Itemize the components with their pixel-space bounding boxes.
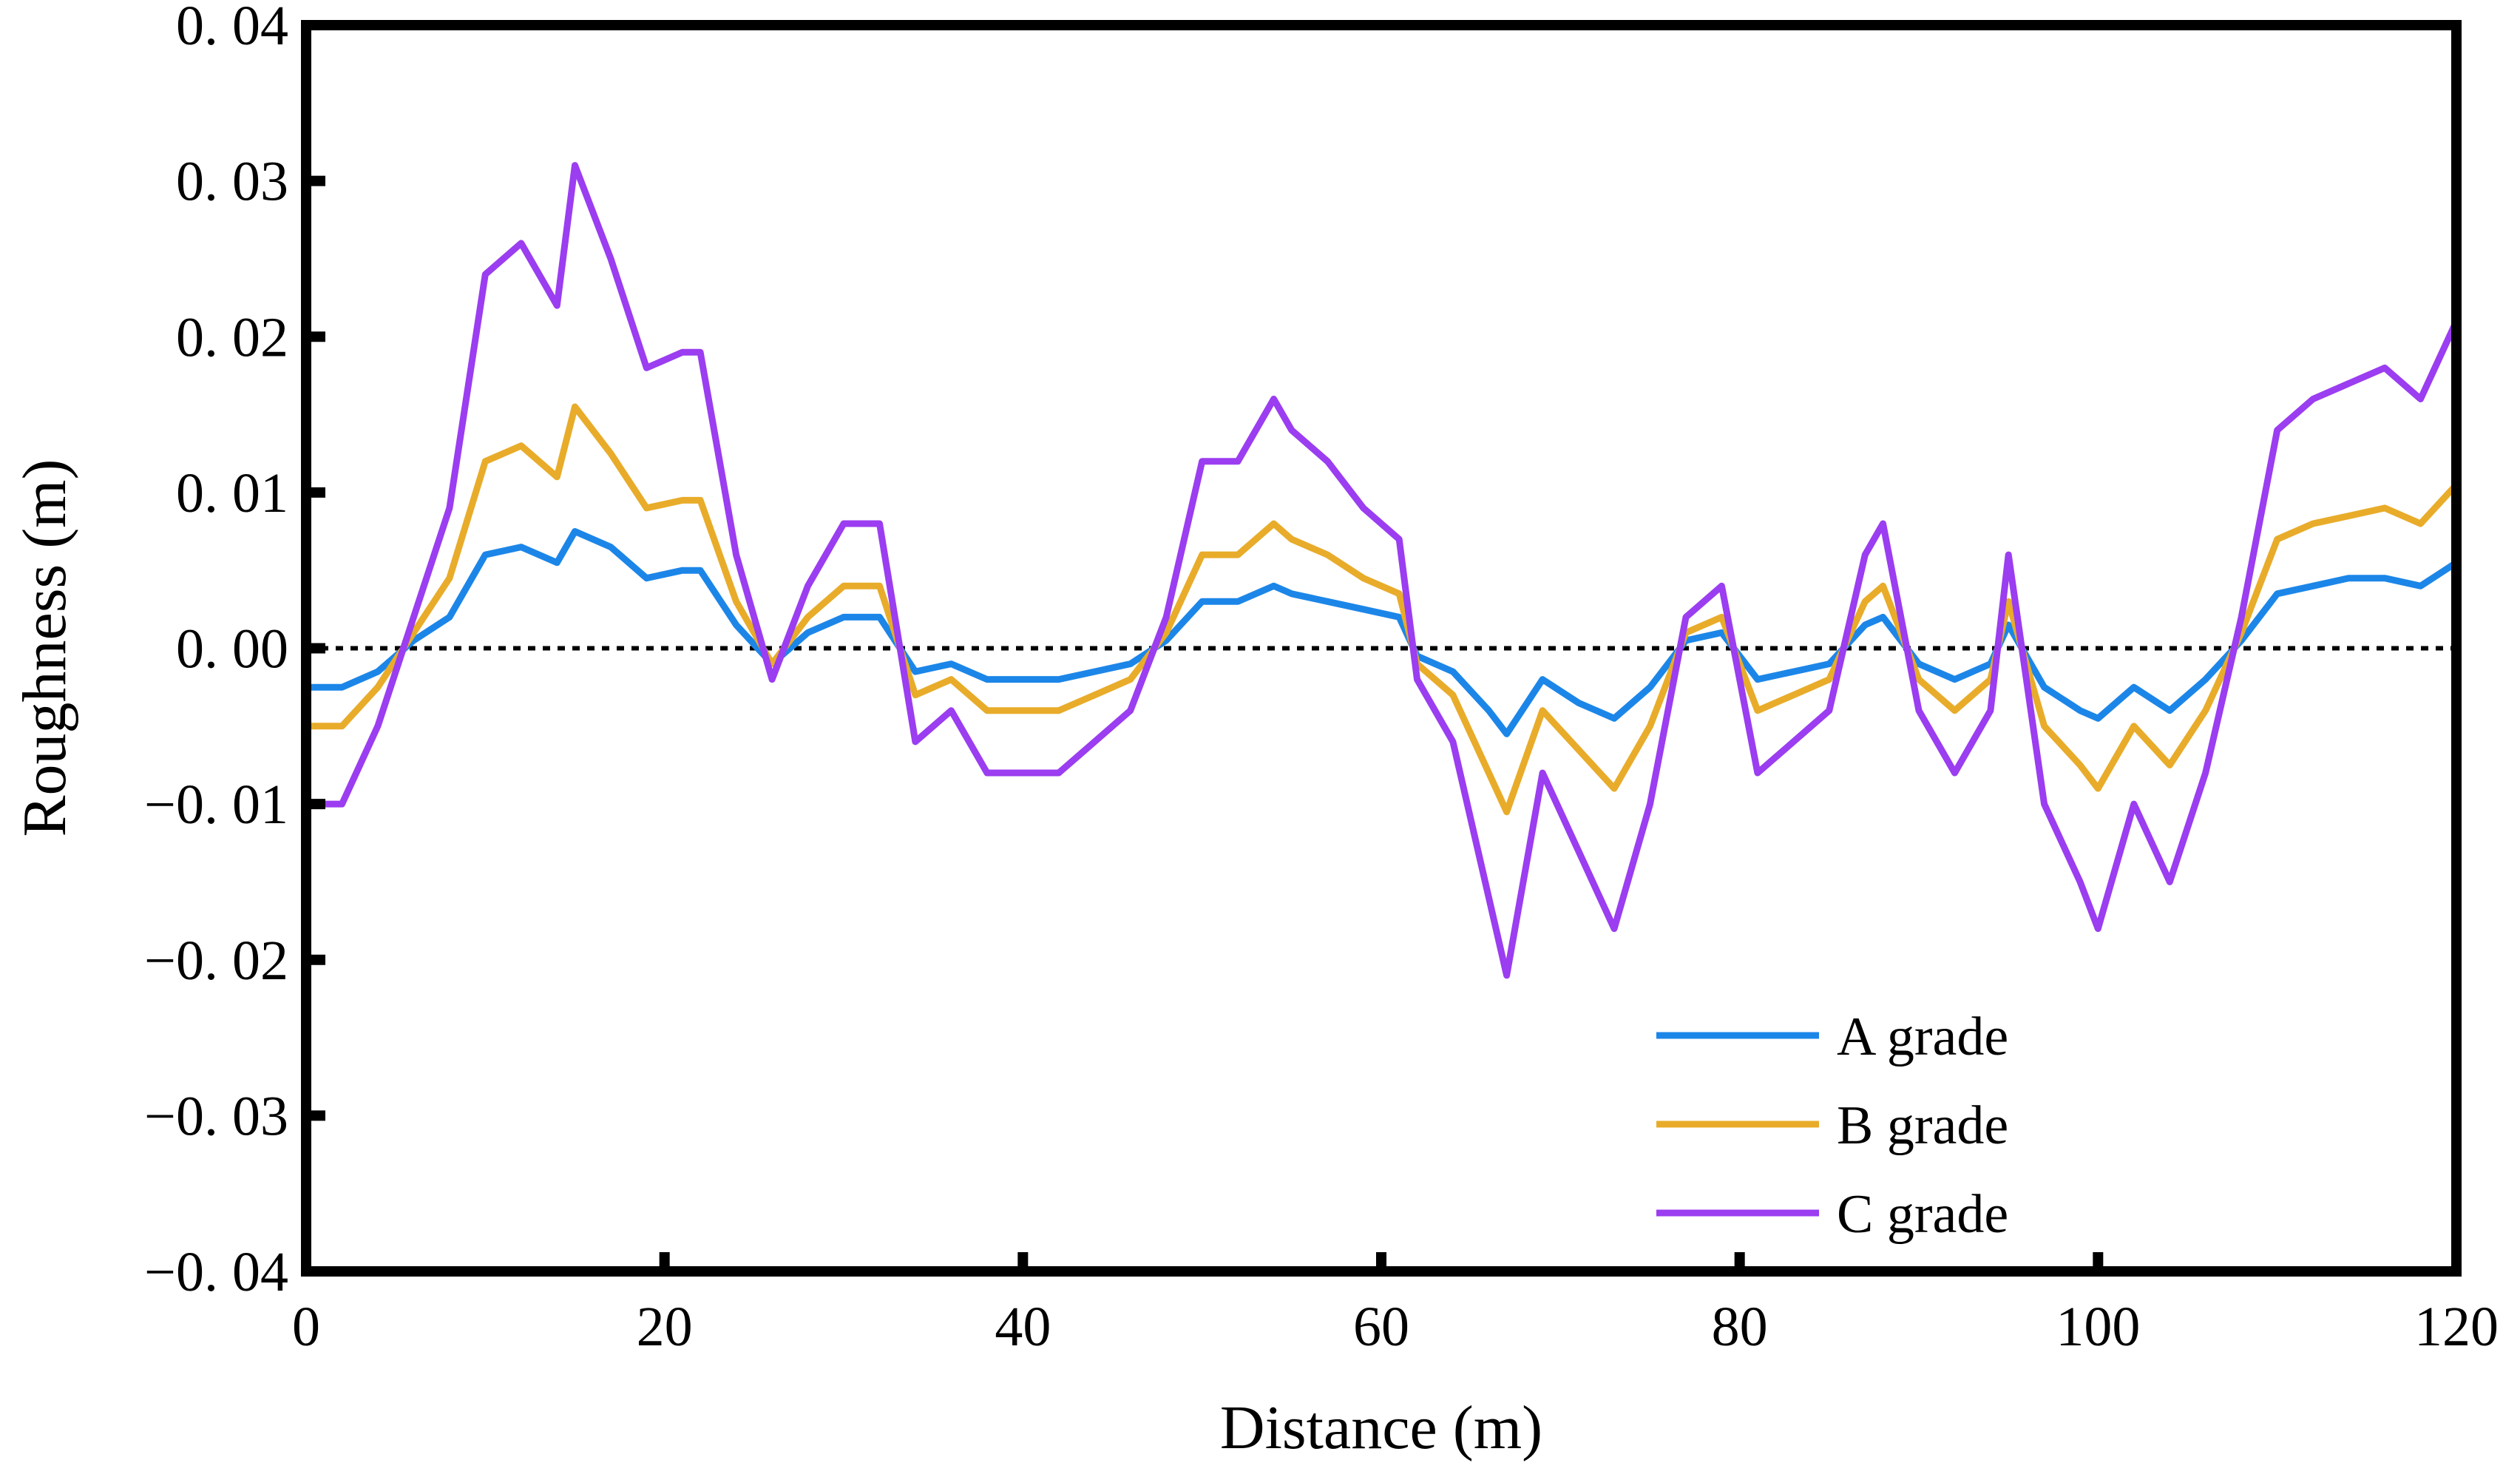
series-layer: [302, 162, 2460, 979]
x-tick-label: 80: [1712, 1296, 1768, 1358]
x-tick-label: 120: [2414, 1296, 2499, 1358]
plot-frame: [301, 20, 2462, 1277]
x-axis-title: Distance (m): [1220, 1393, 1542, 1462]
y-tick-label: −0. 01: [144, 774, 288, 836]
y-tick-label: 0. 02: [176, 306, 288, 368]
y-axis-title: Roughness (m): [10, 459, 79, 837]
y-tick-label: 0. 01: [176, 462, 288, 524]
x-tick-label: 100: [2056, 1296, 2140, 1358]
x-tick-label: 40: [995, 1296, 1051, 1358]
legend-label-c-grade: C grade: [1837, 1184, 2008, 1245]
y-tick-label: 0. 00: [176, 618, 288, 680]
y-tick-label: −0. 03: [144, 1085, 288, 1147]
tick-label-layer: 0 20 40 60 80 100 120 −0. 04 −0. 03 −0. 02 −0. 01 0…: [144, 0, 2499, 1358]
series-line-b-grade: [302, 403, 2460, 816]
series-line-c-grade: [302, 162, 2460, 979]
x-tick-label: 0: [292, 1296, 320, 1358]
y-tick-label: −0. 04: [144, 1241, 288, 1303]
legend-label-b-grade: B grade: [1837, 1095, 2008, 1156]
y-tick-label: 0. 04: [176, 0, 288, 57]
series-line-a-grade: [302, 528, 2460, 737]
x-tick-label: 20: [637, 1296, 693, 1358]
y-tick-label: 0. 03: [176, 151, 288, 213]
x-tick-label: 60: [1353, 1296, 1409, 1358]
legend-label-a-grade: A grade: [1837, 1007, 2008, 1067]
y-tick-label: −0. 02: [144, 930, 288, 992]
legend: A grade B grade C grade: [1656, 1007, 2008, 1245]
